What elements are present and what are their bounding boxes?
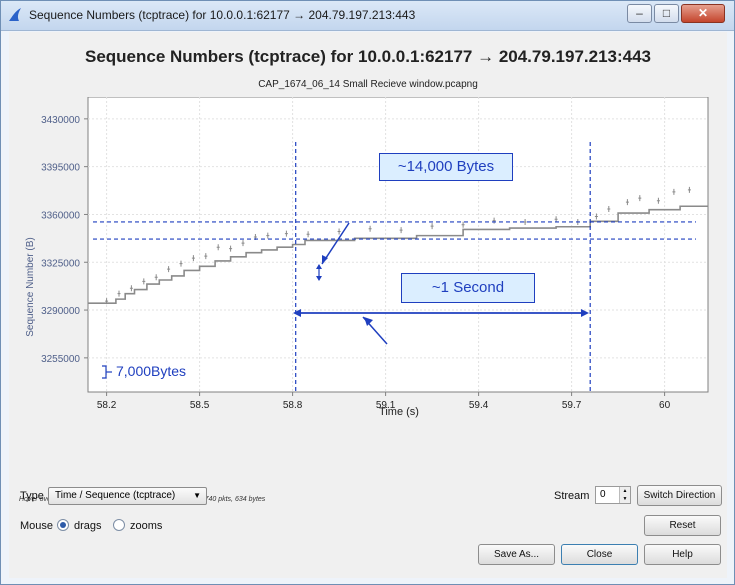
graph-type-select[interactable]: Time / Sequence (tcptrace) ▼ bbox=[48, 487, 207, 505]
minimize-button[interactable]: – bbox=[627, 4, 652, 23]
annotation-one-second: ~1 Second bbox=[401, 273, 535, 303]
window-mark bbox=[625, 199, 629, 206]
x-tick-label: 58.5 bbox=[190, 400, 210, 411]
y-tick-label: 3360000 bbox=[41, 210, 80, 221]
y-tick-label: 3325000 bbox=[41, 258, 80, 269]
window-mark bbox=[399, 227, 403, 234]
window-mark bbox=[266, 232, 270, 239]
zooms-label: zooms bbox=[130, 520, 163, 532]
window-mark bbox=[523, 218, 527, 225]
window-mark bbox=[191, 255, 195, 262]
sequence-number-plot[interactable]: 3255000 3290000 3325000 3360000 3395000 34300… bbox=[9, 96, 727, 497]
window-mark bbox=[607, 205, 611, 212]
x-tick-label: 59.4 bbox=[469, 400, 489, 411]
annotation-14000-bytes: ~14,000 Bytes bbox=[379, 153, 513, 181]
window-mark bbox=[129, 285, 133, 292]
window-mark bbox=[229, 245, 233, 252]
spinbox-arrows-icon[interactable]: ▲ ▼ bbox=[619, 487, 630, 503]
x-tick-label: 58.2 bbox=[97, 400, 117, 411]
save-as-button[interactable]: Save As... bbox=[478, 544, 555, 565]
window-mark bbox=[216, 244, 220, 251]
annotation-layer bbox=[102, 222, 589, 379]
annotation-arrowhead-bytes bbox=[322, 255, 328, 264]
window-mark bbox=[492, 217, 496, 224]
gap-14000-arrowhead-bottom bbox=[316, 276, 322, 281]
window-title: Sequence Numbers (tcptrace) for 10.0.0.1… bbox=[29, 8, 416, 22]
window-mark bbox=[656, 197, 660, 204]
y-tick-label: 3430000 bbox=[41, 115, 80, 126]
sequence-step-line bbox=[88, 205, 708, 305]
graph-type-value: Time / Sequence (tcptrace) bbox=[55, 490, 176, 501]
x-tick-label: 60 bbox=[659, 400, 671, 411]
window-mark bbox=[154, 274, 158, 281]
gap-14000-arrowhead-top bbox=[316, 264, 322, 269]
title-bar[interactable]: Sequence Numbers (tcptrace) for 10.0.0.1… bbox=[1, 1, 734, 31]
help-button[interactable]: Help bbox=[644, 544, 721, 565]
annotation-7000-bytes: 7,000Bytes bbox=[116, 363, 187, 379]
window-mark bbox=[284, 230, 288, 237]
y-tick-label: 3395000 bbox=[41, 163, 80, 174]
close-button[interactable]: Close bbox=[561, 544, 638, 565]
y-tick-label: 3290000 bbox=[41, 306, 80, 317]
type-label: Type bbox=[20, 490, 44, 502]
window-mark bbox=[554, 216, 558, 223]
one-second-arrowhead-left bbox=[293, 309, 301, 317]
x-tick-label: 59.7 bbox=[562, 400, 582, 411]
annotation-arrowhead-second bbox=[364, 317, 373, 326]
y-axis-label: Sequence Number (B) bbox=[25, 237, 36, 337]
window-mark bbox=[142, 278, 146, 285]
window-mark bbox=[117, 290, 121, 297]
drags-label: drags bbox=[74, 520, 102, 532]
one-second-arrowhead-right bbox=[581, 309, 589, 317]
maximize-button[interactable]: □ bbox=[654, 4, 679, 23]
x-tick-label: 59.1 bbox=[376, 400, 396, 411]
window-mark bbox=[306, 231, 310, 238]
graph-heading: Sequence Numbers (tcptrace) for 10.0.0.1… bbox=[84, 47, 652, 66]
zooms-radio[interactable] bbox=[113, 519, 125, 531]
stream-spinbox[interactable]: 0 ▲ ▼ bbox=[595, 486, 631, 504]
mouse-label: Mouse bbox=[20, 520, 54, 532]
wireshark-fin-icon bbox=[9, 8, 21, 21]
switch-direction-button[interactable]: Switch Direction bbox=[637, 485, 722, 506]
stream-label: Stream bbox=[554, 490, 590, 502]
window-mark bbox=[594, 213, 598, 220]
drags-radio[interactable] bbox=[57, 519, 69, 531]
graph-area[interactable]: 3255000 3290000 3325000 3360000 3395000 34300… bbox=[9, 96, 727, 497]
window-mark bbox=[179, 260, 183, 267]
capture-file-name: CAP_1674_06_14 Small Recieve window.pcap… bbox=[258, 79, 478, 90]
window-mark bbox=[672, 188, 676, 195]
plot-frame bbox=[87, 96, 709, 393]
dialog-client-area: Sequence Numbers (tcptrace) for 10.0.0.1… bbox=[9, 32, 727, 578]
window-mark bbox=[241, 240, 245, 247]
window-mark bbox=[687, 186, 691, 193]
chevron-down-icon: ▼ bbox=[193, 491, 201, 500]
window-mark bbox=[204, 253, 208, 260]
stream-value: 0 bbox=[600, 489, 606, 500]
x-tick-label: 58.8 bbox=[283, 400, 303, 411]
window-mark bbox=[167, 266, 171, 273]
window-mark bbox=[430, 223, 434, 230]
y-tick-label: 3255000 bbox=[41, 354, 80, 365]
window-mark bbox=[337, 228, 341, 235]
annotation-arrow-bytes bbox=[321, 222, 350, 265]
reset-button[interactable]: Reset bbox=[644, 515, 721, 536]
close-window-button[interactable]: ✕ bbox=[681, 4, 725, 23]
window-mark bbox=[105, 298, 109, 305]
window-mark bbox=[461, 221, 465, 228]
window-mark bbox=[638, 195, 642, 202]
window-mark bbox=[368, 225, 372, 232]
x-axis-label: Time (s) bbox=[379, 406, 419, 418]
